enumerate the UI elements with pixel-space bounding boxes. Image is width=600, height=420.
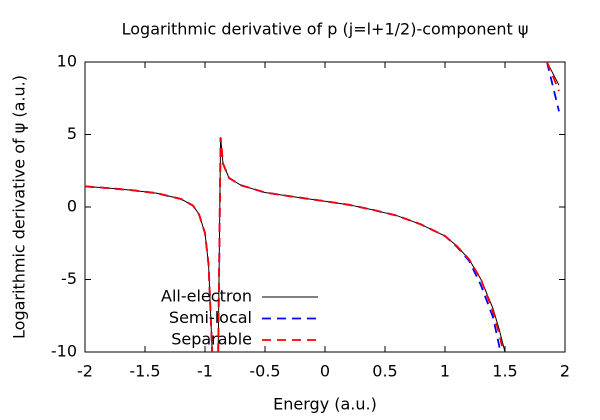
x-tick-label: -0.5 [249, 362, 280, 381]
legend-label: All-electron [161, 287, 252, 306]
y-tick-label: 0 [67, 197, 77, 216]
x-tick-label: -1 [197, 362, 213, 381]
y-tick-label: -5 [61, 269, 77, 288]
y-tick-label: -10 [51, 342, 77, 361]
y-axis-label: Logarithmic derivative of ψ (a.u.) [10, 75, 29, 339]
x-tick-label: -1.5 [129, 362, 160, 381]
x-tick-label: 0 [320, 362, 330, 381]
plot-area [85, 62, 560, 352]
x-tick-label: 1.5 [492, 362, 517, 381]
y-tick-label: 5 [67, 124, 77, 143]
chart-title: Logarithmic derivative of p (j=l+1/2)-co… [122, 20, 529, 39]
x-tick-label: 2 [560, 362, 570, 381]
y-tick-label: 10 [57, 52, 77, 71]
x-axis-label: Energy (a.u.) [273, 395, 377, 414]
series-line [85, 62, 560, 352]
series-line [85, 62, 560, 352]
x-tick-label: 1 [440, 362, 450, 381]
legend-label: Semi-local [169, 308, 252, 327]
series-line [85, 62, 560, 352]
legend-label: Separable [171, 330, 252, 349]
x-tick-label: 0.5 [372, 362, 397, 381]
x-tick-label: -2 [77, 362, 93, 381]
